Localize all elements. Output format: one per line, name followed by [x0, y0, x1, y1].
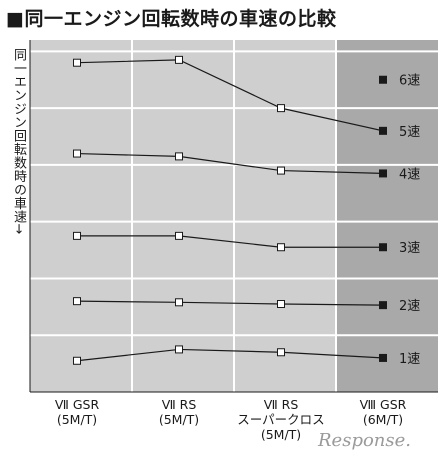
data-point-3	[73, 231, 81, 240]
category-label: Ⅶ RS	[162, 397, 197, 412]
category-label: Ⅷ GSR	[360, 397, 407, 412]
series-line-3	[77, 235, 383, 248]
category-label: スーパークロス	[237, 412, 324, 427]
y-axis-label: 同一エンジン回転数時の車速→	[11, 48, 26, 235]
series-label-1: 1速	[399, 352, 420, 367]
data-point-4	[379, 169, 387, 178]
data-point-1	[277, 348, 285, 357]
data-point-4	[277, 166, 285, 175]
data-point-2	[379, 301, 387, 310]
category-label: (6M/T)	[363, 412, 403, 427]
series-line-2	[76, 300, 384, 306]
data-point-5	[277, 104, 285, 113]
series-label-3: 3速	[399, 241, 420, 256]
series-line-5	[76, 59, 384, 132]
data-point-2	[73, 297, 81, 306]
data-point-1	[379, 353, 387, 362]
series-label-2: 2速	[399, 299, 420, 314]
data-point-1	[175, 345, 183, 354]
series-line-4	[76, 152, 384, 175]
data-point-4	[175, 152, 183, 161]
data-point-2	[175, 298, 183, 307]
highlight-column	[336, 40, 438, 392]
data-point-6	[379, 75, 387, 84]
category-label: (5M/T)	[57, 412, 97, 427]
data-point-5	[175, 55, 183, 64]
chart-title: ■同一エンジン回転数時の車速の比較	[6, 8, 337, 30]
data-point-2	[277, 300, 285, 308]
category-label: Ⅶ RS	[264, 397, 299, 412]
data-point-1	[73, 356, 81, 365]
series-label-4: 4速	[399, 167, 420, 182]
data-point-5	[379, 126, 387, 135]
watermark: Response.	[318, 430, 412, 451]
series-line-1	[76, 348, 384, 362]
data-point-3	[277, 243, 285, 252]
data-point-5	[73, 58, 81, 67]
category-label: (5M/T)	[261, 427, 301, 442]
data-point-3	[379, 243, 387, 252]
data-point-4	[73, 149, 81, 158]
series-label-6: 6速	[399, 74, 420, 89]
data-point-3	[175, 231, 183, 240]
category-label: Ⅶ GSR	[55, 397, 100, 412]
category-label: (5M/T)	[159, 412, 199, 427]
series-label-5: 5速	[399, 125, 420, 140]
